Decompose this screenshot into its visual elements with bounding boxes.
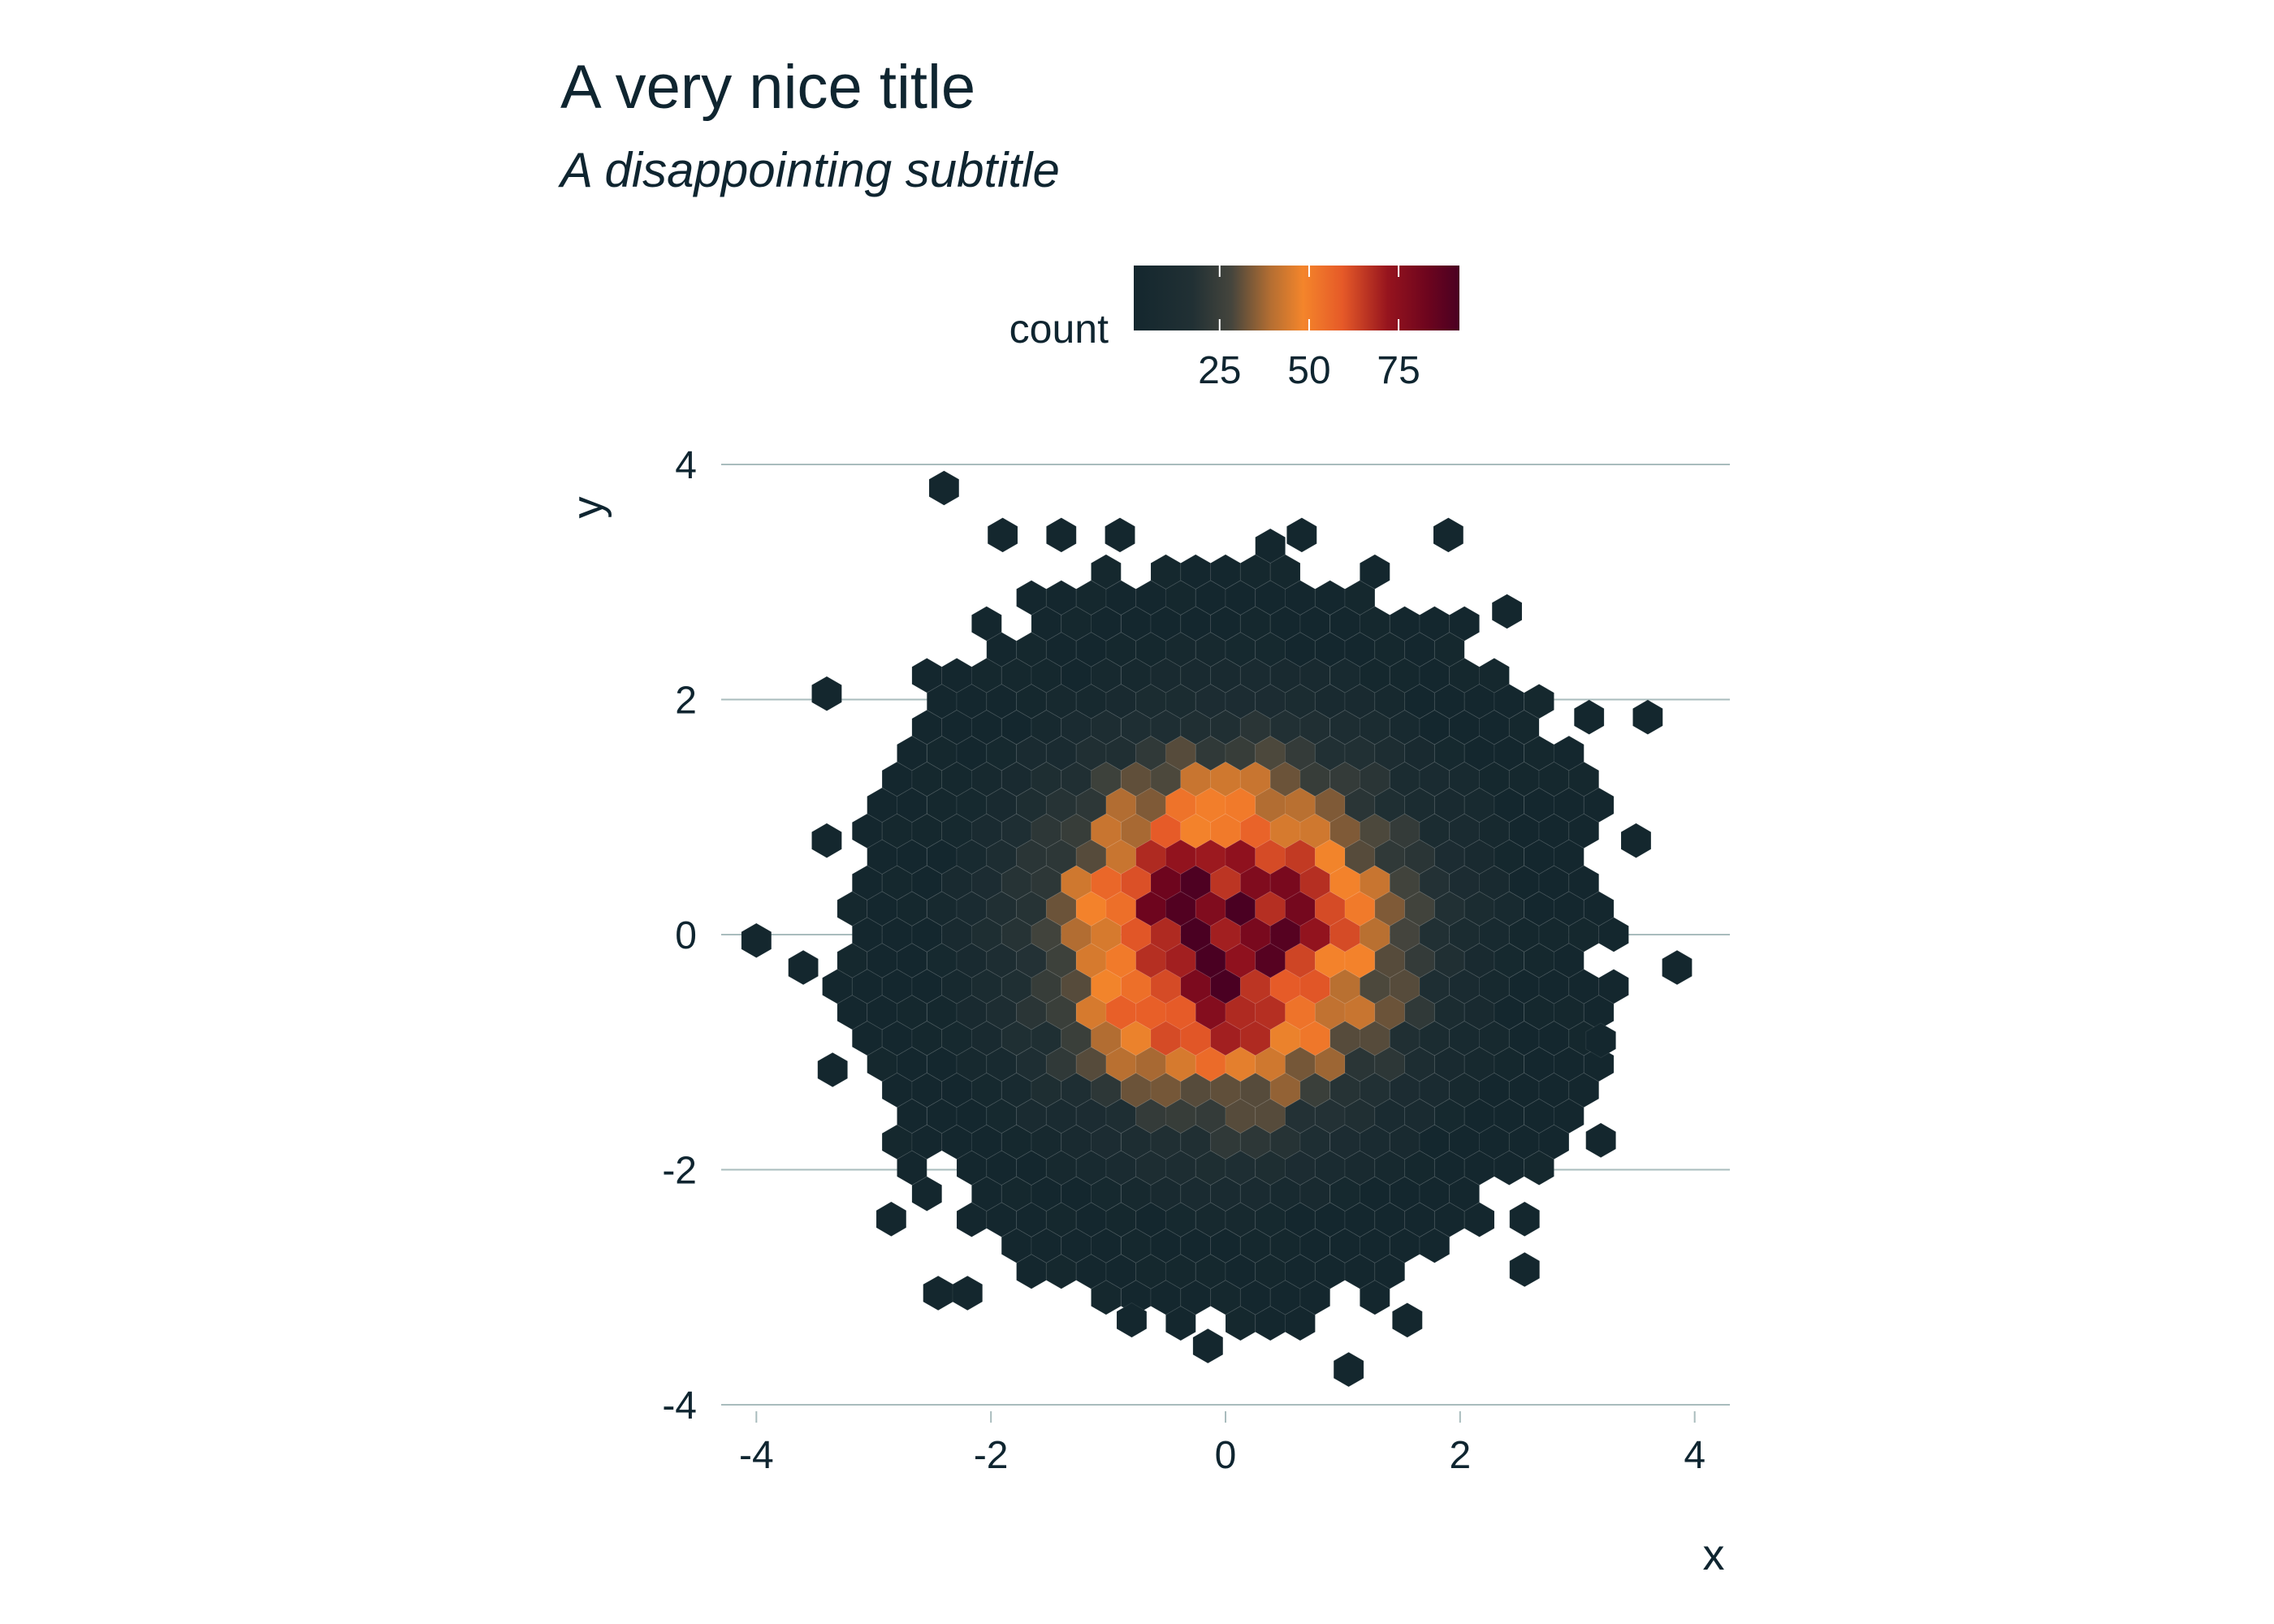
hex-cells xyxy=(741,470,1693,1388)
y-tick-label: 2 xyxy=(675,680,697,723)
hex-cell xyxy=(1568,813,1600,849)
hex-cell xyxy=(811,823,842,859)
hex-cell xyxy=(952,1275,984,1311)
y-axis-label: y xyxy=(564,497,612,519)
hex-cell xyxy=(1045,517,1077,553)
legend-colorbar xyxy=(1134,266,1459,330)
hex-cell xyxy=(1585,1022,1617,1059)
hex-cell xyxy=(1255,528,1286,564)
hex-cell xyxy=(923,1275,954,1311)
x-tick-label: 0 xyxy=(1215,1434,1237,1477)
hex-cell xyxy=(1491,594,1523,629)
hex-cell xyxy=(1105,517,1135,553)
legend-tick-label: 50 xyxy=(1287,349,1330,392)
hex-cell xyxy=(1598,969,1629,1004)
hex-cell xyxy=(1479,657,1510,693)
hex-cell xyxy=(788,949,819,986)
x-tick-label: 4 xyxy=(1684,1434,1706,1477)
hex-cell xyxy=(1509,1201,1541,1237)
hex-cell xyxy=(1553,735,1584,771)
hex-cell xyxy=(1091,554,1122,590)
x-tick-label: -4 xyxy=(739,1434,774,1477)
legend-ticks: 25 50 75 xyxy=(1198,266,1420,392)
hex-cell xyxy=(1359,1280,1390,1315)
y-tick-label: 4 xyxy=(675,444,697,487)
hex-cell xyxy=(1374,1254,1406,1289)
hex-cell xyxy=(1553,1098,1584,1134)
x-tick-label: -2 xyxy=(974,1434,1009,1477)
hex-cell xyxy=(1433,517,1464,553)
hex-cell xyxy=(1568,865,1600,901)
hex-cell xyxy=(1165,1305,1196,1341)
hex-cell xyxy=(1568,761,1600,797)
hex-cell xyxy=(1568,1072,1600,1108)
hex-cell xyxy=(1116,1302,1148,1338)
hex-cell xyxy=(1553,943,1584,978)
hex-cell xyxy=(1463,1202,1495,1237)
hex-cell xyxy=(1553,839,1584,875)
x-axis-label: x xyxy=(1703,1531,1725,1579)
legend-tick-label: 25 xyxy=(1198,349,1241,392)
hex-cell xyxy=(1286,517,1317,553)
hex-cell xyxy=(928,470,960,506)
y-tick-label: -2 xyxy=(662,1150,697,1193)
x-axis: -4 -2 0 2 4 xyxy=(739,1411,1706,1477)
hex-cell xyxy=(1509,1251,1541,1288)
hex-cell xyxy=(741,922,772,959)
hex-cell xyxy=(1269,554,1301,590)
hex-cell xyxy=(1449,606,1481,641)
y-axis: -4 -2 0 2 4 xyxy=(662,444,697,1427)
hex-cell xyxy=(811,676,842,712)
hex-cell xyxy=(875,1201,907,1237)
hex-cell xyxy=(1359,554,1390,590)
hex-cell xyxy=(1333,1351,1364,1388)
hex-cell xyxy=(1192,1328,1224,1364)
hex-cell xyxy=(817,1052,849,1088)
hex-cell xyxy=(1620,823,1652,859)
legend-title: count xyxy=(1009,306,1109,352)
hex-cell xyxy=(1632,699,1663,736)
hex-cell xyxy=(1585,1122,1617,1159)
hex-cell xyxy=(987,517,1018,553)
hex-cell xyxy=(971,606,1002,641)
legend-tick-label: 75 xyxy=(1377,349,1420,392)
hex-cell xyxy=(1662,949,1693,986)
hex-cell xyxy=(1391,1302,1423,1338)
x-tick-label: 2 xyxy=(1449,1434,1471,1477)
chart-subtitle: A disappointing subtitle xyxy=(560,143,1060,197)
hex-cell xyxy=(1524,683,1554,719)
hex-cell xyxy=(1573,699,1605,736)
legend: count 25 50 75 xyxy=(1009,266,1459,392)
chart-title: A very nice title xyxy=(560,53,976,122)
y-tick-label: 0 xyxy=(675,914,697,957)
y-tick-label: -4 xyxy=(662,1384,697,1427)
